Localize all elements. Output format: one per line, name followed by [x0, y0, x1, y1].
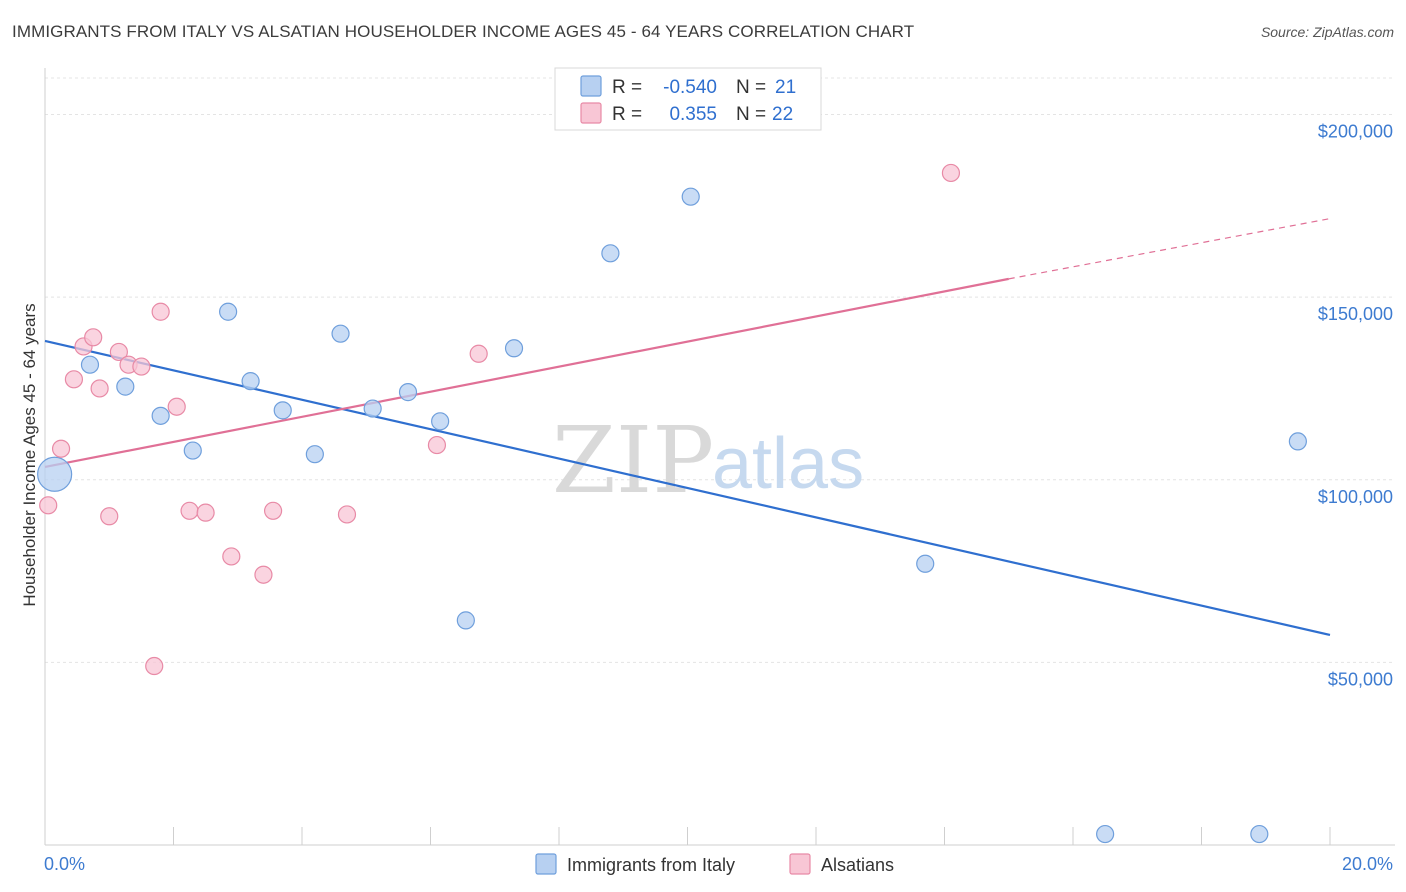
legend-r-label-2: R =	[612, 104, 642, 125]
point-blue-13	[456, 611, 475, 630]
point-pink-7	[109, 342, 128, 362]
point-blue-12	[431, 412, 450, 431]
point-pink-15	[222, 547, 241, 566]
point-blue-15	[601, 244, 620, 263]
y-tick-label-1: $100,000	[1318, 487, 1393, 507]
y-tick-label-2: $150,000	[1318, 304, 1393, 324]
legend-swatch-pink	[580, 102, 602, 124]
legend-r-label-1: R =	[612, 77, 642, 98]
watermark: ZIP atlas	[552, 407, 864, 514]
trend-line-pink-dashed	[1008, 218, 1331, 280]
legend-swatch-blue	[580, 75, 602, 97]
legend-n-label-1: N =	[736, 77, 766, 98]
bottom-legend-label-alsatians: Alsatians	[821, 855, 894, 875]
data-points	[37, 163, 1307, 844]
x-tick-labels: 0.0% 20.0%	[44, 854, 1393, 874]
y-tick-label-3: $200,000	[1318, 122, 1393, 142]
legend-n-value-2: 22	[772, 104, 793, 125]
axes	[44, 68, 1395, 846]
point-pink-5	[90, 379, 109, 398]
point-blue-7	[273, 401, 292, 420]
point-blue-9	[331, 324, 350, 343]
point-pink-18	[337, 505, 357, 524]
watermark-atlas-text: atlas	[712, 424, 864, 504]
point-pink-9	[132, 357, 151, 376]
point-pink-20	[469, 344, 488, 363]
legend-box: R = -0.540 N = 21 R = 0.355 N = 22	[554, 67, 822, 131]
bottom-legend: Immigrants from Italy Alsatians	[535, 853, 894, 875]
point-pink-17	[263, 501, 283, 520]
point-blue-11	[398, 383, 418, 402]
y-tick-label-0: $50,000	[1328, 669, 1393, 689]
legend-n-value-1: 21	[775, 77, 796, 98]
point-pink-13	[180, 501, 199, 520]
point-pink-14	[196, 503, 215, 522]
point-pink-4	[84, 328, 103, 347]
point-blue-2	[116, 377, 135, 396]
point-blue-19	[1250, 824, 1269, 844]
point-pink-10	[145, 656, 164, 676]
point-blue-18	[1096, 824, 1115, 844]
point-blue-20	[1288, 432, 1307, 451]
point-blue-5	[219, 302, 238, 321]
point-blue-17	[916, 554, 935, 573]
point-blue-6	[241, 372, 260, 391]
y-axis-label: Householder Income Ages 45 - 64 years	[20, 303, 39, 606]
grid-lines	[45, 77, 1395, 663]
point-pink-6	[100, 507, 119, 526]
point-pink-16	[254, 565, 273, 584]
trend-line-pink	[44, 277, 1009, 469]
point-pink-19	[427, 435, 447, 455]
legend-r-value-1: -0.540	[663, 77, 717, 98]
legend-n-label-2: N =	[736, 104, 766, 125]
watermark-zip-text: ZIP	[552, 407, 714, 514]
legend-r-value-2: 0.355	[669, 104, 717, 125]
point-pink-1	[51, 439, 71, 458]
point-blue-16	[681, 187, 700, 206]
bottom-legend-label-italy: Immigrants from Italy	[567, 855, 735, 875]
point-pink-2	[64, 370, 84, 389]
point-pink-21	[941, 163, 961, 183]
point-pink-11	[151, 302, 170, 321]
x-tick-label-0: 0.0%	[44, 854, 85, 874]
source-label: Source: ZipAtlas.com	[1260, 24, 1394, 40]
x-tick-label-1: 20.0%	[1342, 854, 1393, 874]
point-blue-10	[363, 399, 382, 418]
chart-title: IMMIGRANTS FROM ITALY VS ALSATIAN HOUSEH…	[12, 22, 915, 41]
point-blue-0	[37, 456, 73, 492]
point-pink-0	[39, 496, 58, 515]
point-blue-3	[151, 406, 170, 425]
point-blue-14	[504, 339, 524, 358]
y-tick-labels: $50,000 $100,000 $150,000 $200,000	[1318, 122, 1393, 690]
bottom-legend-swatch-alsatians	[789, 853, 811, 875]
trend-lines	[44, 218, 1331, 637]
point-blue-1	[80, 355, 100, 374]
point-blue-8	[305, 445, 324, 464]
point-pink-12	[167, 397, 186, 416]
trend-line-blue	[44, 339, 1331, 637]
bottom-legend-swatch-italy	[535, 853, 557, 875]
point-blue-4	[183, 441, 202, 460]
